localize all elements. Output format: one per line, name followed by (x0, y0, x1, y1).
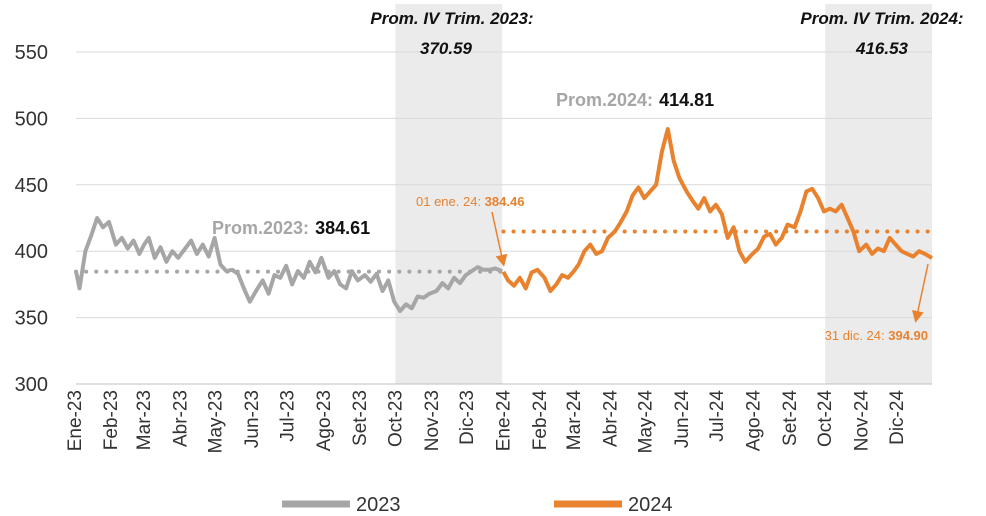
end-point-label: 31 dic. 24: (825, 328, 889, 343)
x-tick-label: Mar-24 (564, 390, 585, 451)
legend-label-2023: 2023 (356, 494, 401, 516)
start-point-arrow (491, 211, 508, 267)
x-tick-label: Abr-24 (600, 390, 621, 447)
x-tick-label: May-24 (635, 390, 656, 454)
y-tick-label: 550 (15, 42, 48, 64)
q4-2023-title: Prom. IV Trim. 2023: (370, 9, 533, 28)
q4-2024-title: Prom. IV Trim. 2024: (800, 9, 963, 28)
avg-2023-annotation: Prom.2023: 384.61 (212, 218, 370, 238)
x-tick-label: Abr-23 (171, 390, 192, 447)
x-tick-label: Ene-24 (493, 390, 514, 452)
y-tick-label: 400 (15, 241, 48, 263)
q4-2024-band (825, 4, 932, 384)
x-tick-label: Oct-23 (385, 390, 406, 447)
start-point-annotation: 01 ene. 24: 384.46 (416, 194, 524, 209)
x-tick-label: Feb-24 (530, 390, 551, 451)
start-point-value: 384.46 (485, 194, 525, 209)
legend-label-2024: 2024 (628, 494, 673, 516)
end-point-arrow (912, 263, 929, 323)
start-point-label: 01 ene. 24: (416, 194, 485, 209)
x-tick-label: Nov-23 (422, 390, 443, 451)
y-tick-label: 500 (15, 108, 48, 130)
y-tick-label: 350 (15, 308, 48, 330)
x-tick-label: Jun-24 (672, 390, 693, 449)
avg-2024-value: 414.81 (659, 90, 714, 110)
q4-2023-value: 370.59 (420, 39, 473, 58)
x-tick-label: May-23 (206, 390, 227, 453)
x-tick-label: Set-23 (350, 390, 371, 446)
x-tick-label: Jun-23 (242, 390, 263, 448)
x-tick-label: Feb-23 (101, 390, 122, 450)
series-line-2024 (501, 127, 934, 293)
q4-2023-band (395, 4, 503, 384)
x-tick-label: Dic-23 (457, 390, 478, 445)
x-tick-label: Jul-24 (707, 390, 728, 442)
avg-2024-annotation: Prom.2024: 414.81 (556, 90, 714, 110)
y-tick-label: 450 (15, 175, 48, 197)
x-tick-label: Ago-23 (314, 390, 335, 451)
series-line-2023 (74, 216, 503, 313)
x-tick-label: Ene-23 (65, 390, 86, 451)
end-point-value: 394.90 (888, 328, 928, 343)
x-tick-label: Oct-24 (815, 390, 836, 447)
x-tick-label: Ago-24 (744, 390, 765, 452)
x-tick-label: Jul-23 (277, 390, 298, 442)
x-tick-label: Nov-24 (852, 390, 873, 452)
avg-2023-value: 384.61 (315, 218, 370, 238)
x-tick-label: Mar-23 (134, 390, 155, 450)
q4-2024-value: 416.53 (855, 39, 909, 58)
end-point-annotation: 31 dic. 24: 394.90 (825, 328, 928, 343)
avg-2023-label: Prom.2023: (212, 218, 309, 238)
y-tick-label: 300 (15, 374, 48, 396)
avg-2024-label: Prom.2024: (556, 90, 653, 110)
x-tick-label: Set-24 (780, 390, 801, 446)
x-tick-label: Dic-24 (887, 390, 908, 445)
